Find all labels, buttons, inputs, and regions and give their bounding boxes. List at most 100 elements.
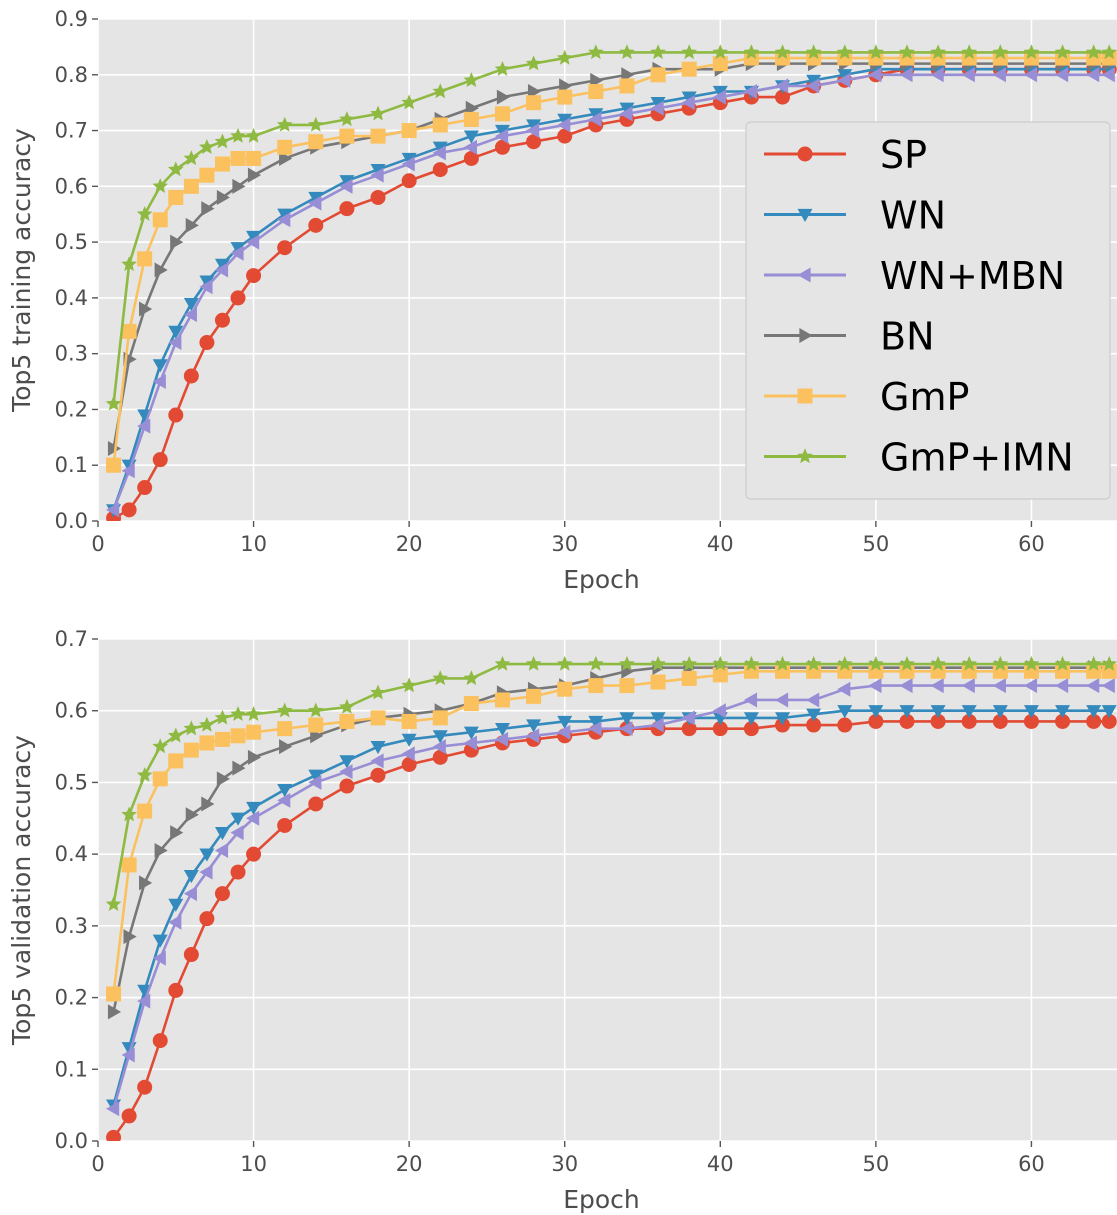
data-point [167, 727, 184, 743]
data-point [650, 67, 666, 83]
data-point [152, 771, 168, 787]
y-tick-label: 0.0 [55, 1129, 88, 1153]
data-point [1023, 44, 1040, 60]
data-point [277, 783, 293, 798]
legend-label: WN+MBN [880, 254, 1065, 298]
data-point [806, 50, 822, 66]
data-point [619, 78, 635, 94]
data-point [370, 167, 384, 183]
data-point [992, 713, 1008, 729]
data-point [587, 655, 604, 671]
data-point [494, 692, 510, 708]
legend-item: WN+MBN [764, 254, 1065, 298]
y-tick-label: 0.6 [55, 174, 88, 198]
data-point [526, 123, 540, 139]
data-point [712, 667, 728, 683]
data-point [1086, 705, 1102, 719]
data-point [868, 44, 884, 60]
data-point [230, 864, 246, 880]
data-point [230, 150, 246, 166]
data-point [152, 950, 166, 966]
data-point [463, 139, 477, 155]
data-point [805, 44, 822, 60]
data-point [339, 755, 355, 769]
data-point [106, 1101, 120, 1117]
data-point [1101, 44, 1117, 60]
data-point [899, 713, 915, 729]
data-point [961, 678, 975, 694]
data-point [1086, 50, 1102, 66]
data-point [494, 731, 509, 747]
data-point [183, 297, 199, 311]
data-point [557, 128, 573, 144]
data-point [992, 678, 1006, 694]
data-point [232, 178, 246, 194]
data-point [806, 692, 820, 708]
data-point [152, 359, 168, 373]
data-point [214, 843, 229, 859]
data-point [308, 717, 324, 733]
data-point [806, 78, 820, 94]
data-point [432, 730, 448, 744]
data-point [370, 105, 386, 121]
data-point [681, 95, 695, 111]
data-point [370, 189, 386, 205]
data-point [137, 803, 153, 819]
data-point [806, 708, 822, 722]
validation-accuracy-panel: 0 10 20 30 40 50 60 0.0 0.1 0.2 0.3 0.4 0.5 0.6 0.7 Epo… [7, 627, 1117, 1214]
data-point [743, 50, 759, 66]
data-point [526, 134, 542, 150]
data-point [199, 335, 215, 351]
data-point [277, 212, 291, 228]
data-point [899, 705, 915, 719]
data-point [743, 655, 760, 671]
data-point [432, 739, 446, 755]
x-tick-label: 30 [551, 532, 578, 556]
x-tick-label: 0 [91, 532, 104, 556]
data-point [401, 677, 417, 693]
data-point [247, 167, 262, 183]
data-point [216, 771, 230, 787]
data-point [1023, 713, 1039, 729]
data-point [1101, 705, 1117, 719]
legend-item: BN [764, 315, 935, 359]
data-point [712, 44, 729, 60]
legend-marker [797, 208, 813, 222]
data-point [105, 896, 122, 912]
data-point [214, 258, 230, 272]
data-point [837, 69, 853, 83]
data-point [199, 848, 215, 862]
data-point [556, 49, 573, 65]
data-point [1086, 713, 1102, 729]
y-tick-label: 0.1 [55, 453, 88, 477]
data-point [526, 119, 542, 133]
data-point [1101, 655, 1117, 671]
data-point [139, 875, 153, 891]
data-point [277, 817, 293, 833]
data-point [463, 670, 480, 686]
data-point [308, 191, 324, 205]
data-point [401, 713, 417, 729]
data-point [137, 418, 151, 434]
data-point [152, 934, 168, 948]
legend-item: SP [764, 133, 927, 177]
series-wn-mbn [106, 67, 1115, 518]
data-point [650, 674, 666, 690]
data-point [650, 100, 664, 116]
series-layer [105, 655, 1117, 1141]
data-point [681, 91, 697, 105]
data-point [106, 986, 122, 1002]
data-point [276, 702, 293, 718]
data-point [992, 44, 1009, 60]
data-point [961, 705, 977, 719]
data-point [432, 117, 448, 133]
data-point [650, 655, 666, 671]
data-point [556, 655, 573, 671]
data-point [837, 705, 853, 719]
data-point [121, 806, 137, 822]
data-point [588, 721, 602, 737]
data-point [1023, 655, 1040, 671]
data-point [246, 268, 262, 284]
x-tick-label: 40 [707, 1152, 734, 1176]
data-point [370, 163, 386, 178]
